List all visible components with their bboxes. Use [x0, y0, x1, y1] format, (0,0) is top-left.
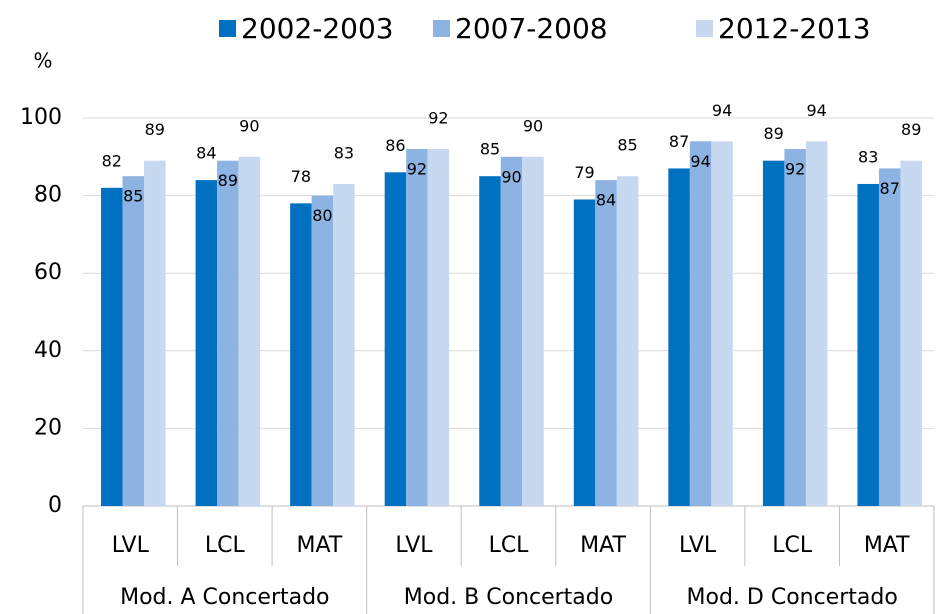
bar — [311, 195, 334, 506]
x-tick-label: MAT — [297, 533, 343, 558]
data-label: 82 — [102, 151, 122, 170]
bar — [878, 168, 901, 506]
bar — [384, 172, 407, 506]
bar — [805, 141, 828, 506]
data-label: 89 — [145, 120, 165, 139]
bar — [595, 180, 617, 506]
data-label: 90 — [523, 116, 543, 135]
bar — [573, 199, 596, 507]
x-tick-label: LVL — [679, 533, 717, 558]
y-tick-label: 80 — [34, 183, 62, 208]
data-label: 87 — [669, 132, 689, 151]
bar — [290, 203, 312, 507]
x-tick-label: LVL — [112, 533, 150, 558]
bar — [406, 149, 428, 507]
data-label: 89 — [901, 120, 921, 139]
data-label: 78 — [291, 167, 311, 186]
x-tick-label: LCL — [772, 533, 813, 558]
bar — [427, 149, 450, 507]
data-label: 94 — [712, 101, 732, 120]
bar — [479, 176, 501, 506]
y-tick-label: 100 — [20, 105, 62, 130]
bar — [333, 183, 355, 506]
data-label: 84 — [596, 191, 616, 210]
bar — [238, 156, 261, 507]
bar — [711, 141, 733, 506]
data-label: 83 — [334, 143, 354, 162]
x-tick-label: LVL — [395, 533, 433, 558]
y-tick-label: 40 — [34, 338, 62, 363]
bar — [689, 141, 712, 506]
data-label: 89 — [218, 171, 238, 190]
data-label: 86 — [385, 136, 405, 155]
y-axis-label: % — [33, 49, 52, 73]
bar — [857, 183, 879, 506]
y-tick-label: 60 — [34, 260, 62, 285]
bar — [195, 180, 218, 506]
bar — [522, 156, 544, 507]
bar — [217, 160, 239, 506]
x-tick-label: MAT — [580, 533, 626, 558]
data-label: 79 — [574, 163, 594, 182]
data-label: 80 — [312, 206, 332, 225]
bar — [900, 160, 922, 506]
bar — [122, 176, 145, 506]
data-label: 85 — [123, 187, 143, 206]
data-label: 92 — [785, 160, 805, 179]
group-label: Mod. A Concertado — [120, 585, 329, 610]
x-tick-label: MAT — [864, 533, 910, 558]
legend-swatch — [433, 20, 450, 37]
bar — [784, 149, 806, 507]
data-label: 85 — [480, 140, 500, 159]
bar — [101, 187, 123, 506]
data-label: 89 — [763, 124, 783, 143]
bar — [500, 156, 523, 507]
bar — [668, 168, 690, 506]
bar — [144, 160, 166, 506]
data-label: 84 — [196, 144, 216, 163]
bar — [762, 160, 785, 506]
data-label: 83 — [858, 147, 878, 166]
data-label: 94 — [806, 101, 826, 120]
x-tick-label: LCL — [205, 533, 246, 558]
group-label: Mod. D Concertado — [687, 585, 898, 610]
data-label: 90 — [239, 116, 259, 135]
legend-swatch — [696, 20, 713, 37]
data-label: 85 — [617, 136, 637, 155]
y-tick-label: 20 — [34, 415, 62, 440]
y-tick-label: 0 — [48, 493, 62, 518]
group-label: Mod. B Concertado — [404, 585, 613, 610]
x-tick-label: LCL — [489, 533, 530, 558]
legend-swatch — [219, 20, 236, 37]
data-label: 87 — [880, 179, 900, 198]
legend-label: 2007-2008 — [455, 12, 608, 45]
data-label: 92 — [428, 109, 448, 128]
data-label: 92 — [407, 160, 427, 179]
legend-label: 2012-2013 — [718, 12, 871, 45]
bar — [616, 176, 639, 506]
data-label: 94 — [690, 152, 710, 171]
data-label: 90 — [501, 167, 521, 186]
legend-label: 2002-2003 — [241, 12, 394, 45]
